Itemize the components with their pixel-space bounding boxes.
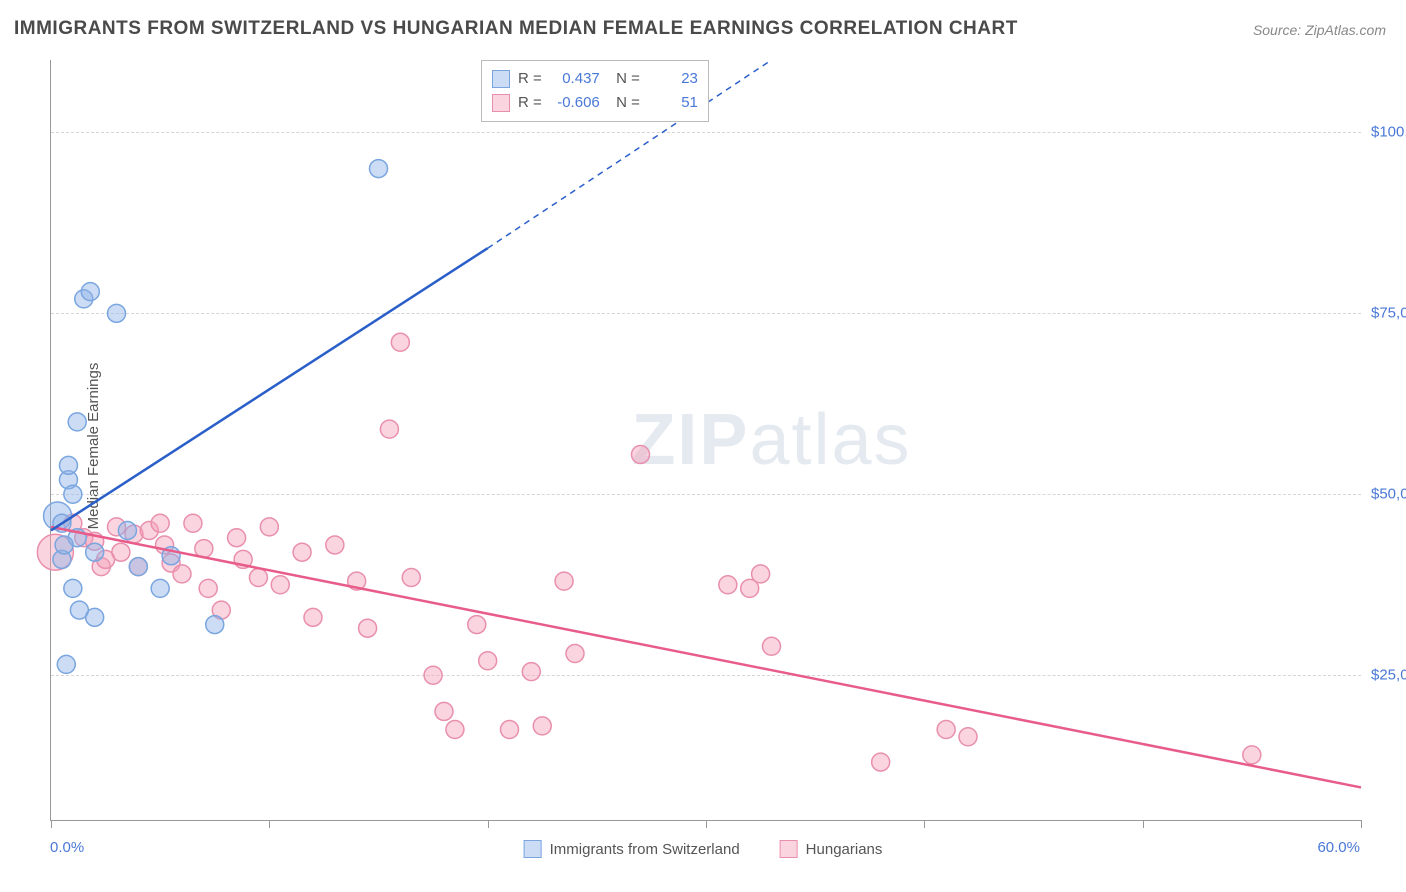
y-tick-label: $100,000 bbox=[1371, 124, 1406, 141]
corr-swatch-swiss bbox=[492, 70, 510, 88]
hungarian-point bbox=[752, 565, 770, 583]
hungarian-point bbox=[959, 728, 977, 746]
swiss-point bbox=[64, 579, 82, 597]
swiss-point bbox=[57, 655, 75, 673]
y-tick-label: $50,000 bbox=[1371, 486, 1406, 503]
swiss-point bbox=[55, 536, 73, 554]
swiss-point bbox=[86, 608, 104, 626]
y-tick-label: $25,000 bbox=[1371, 667, 1406, 684]
hungarian-point bbox=[249, 569, 267, 587]
corr-n-swiss: 23 bbox=[648, 67, 698, 91]
source-attribution: Source: ZipAtlas.com bbox=[1253, 22, 1386, 38]
x-tick bbox=[269, 820, 270, 828]
swiss-point bbox=[151, 579, 169, 597]
hungarian-point bbox=[479, 652, 497, 670]
swiss-point bbox=[108, 304, 126, 322]
hungarian-point bbox=[501, 721, 519, 739]
hungarian-point bbox=[380, 420, 398, 438]
hungarian-point bbox=[468, 616, 486, 634]
corr-swatch-hungarian bbox=[492, 94, 510, 112]
hungarian-point bbox=[112, 543, 130, 561]
hungarian-point bbox=[632, 445, 650, 463]
hungarian-point bbox=[271, 576, 289, 594]
hungarian-point bbox=[391, 333, 409, 351]
swiss-point bbox=[68, 413, 86, 431]
hungarian-point bbox=[304, 608, 322, 626]
hungarian-point bbox=[293, 543, 311, 561]
swiss-point bbox=[81, 283, 99, 301]
x-tick bbox=[1361, 820, 1362, 828]
x-tick bbox=[924, 820, 925, 828]
hungarian-point bbox=[151, 514, 169, 532]
x-tick bbox=[51, 820, 52, 828]
swiss-point bbox=[64, 485, 82, 503]
legend-swatch-hungarian bbox=[780, 840, 798, 858]
hungarian-point bbox=[199, 579, 217, 597]
hungarian-point bbox=[555, 572, 573, 590]
hungarian-point bbox=[359, 619, 377, 637]
hungarian-point bbox=[763, 637, 781, 655]
hungarian-point bbox=[446, 721, 464, 739]
hungarian-point bbox=[522, 663, 540, 681]
swiss-point bbox=[206, 616, 224, 634]
legend-swatch-swiss bbox=[524, 840, 542, 858]
x-tick bbox=[1143, 820, 1144, 828]
hungarian-point bbox=[533, 717, 551, 735]
hungarian-point bbox=[173, 565, 191, 583]
legend-label-swiss: Immigrants from Switzerland bbox=[550, 841, 740, 858]
corr-r-hungarian: -0.606 bbox=[550, 91, 600, 115]
hungarian-point bbox=[402, 569, 420, 587]
x-tick bbox=[488, 820, 489, 828]
hungarian-point bbox=[719, 576, 737, 594]
swiss-point bbox=[129, 558, 147, 576]
swiss-point bbox=[59, 456, 77, 474]
hungarian-point bbox=[184, 514, 202, 532]
swiss-point bbox=[86, 543, 104, 561]
corr-r-swiss: 0.437 bbox=[550, 67, 600, 91]
trend-line bbox=[51, 527, 1361, 788]
hungarian-point bbox=[228, 529, 246, 547]
corr-n-hungarian: 51 bbox=[648, 91, 698, 115]
chart-title: IMMIGRANTS FROM SWITZERLAND VS HUNGARIAN… bbox=[14, 18, 1018, 40]
scatter-svg bbox=[51, 60, 1361, 820]
legend-item-hungarian: Hungarians bbox=[780, 840, 883, 858]
hungarian-point bbox=[937, 721, 955, 739]
hungarian-point bbox=[1243, 746, 1261, 764]
corr-row-hungarian: R = -0.606 N = 51 bbox=[492, 91, 698, 115]
trend-line bbox=[51, 248, 488, 530]
hungarian-point bbox=[260, 518, 278, 536]
y-tick-label: $75,000 bbox=[1371, 305, 1406, 322]
correlation-legend: R = 0.437 N = 23 R = -0.606 N = 51 bbox=[481, 60, 709, 122]
hungarian-point bbox=[566, 645, 584, 663]
hungarian-point bbox=[435, 702, 453, 720]
x-tick bbox=[706, 820, 707, 828]
x-axis-min-label: 0.0% bbox=[50, 839, 84, 856]
plot-area: ZIPatlas $25,000$50,000$75,000$100,000 R… bbox=[50, 60, 1361, 821]
swiss-point bbox=[370, 160, 388, 178]
hungarian-point bbox=[872, 753, 890, 771]
legend-label-hungarian: Hungarians bbox=[806, 841, 883, 858]
legend-item-swiss: Immigrants from Switzerland bbox=[524, 840, 740, 858]
corr-row-swiss: R = 0.437 N = 23 bbox=[492, 67, 698, 91]
hungarian-point bbox=[326, 536, 344, 554]
series-legend: Immigrants from Switzerland Hungarians bbox=[524, 840, 883, 858]
x-axis-max-label: 60.0% bbox=[1317, 839, 1360, 856]
hungarian-point bbox=[424, 666, 442, 684]
swiss-point bbox=[118, 521, 136, 539]
